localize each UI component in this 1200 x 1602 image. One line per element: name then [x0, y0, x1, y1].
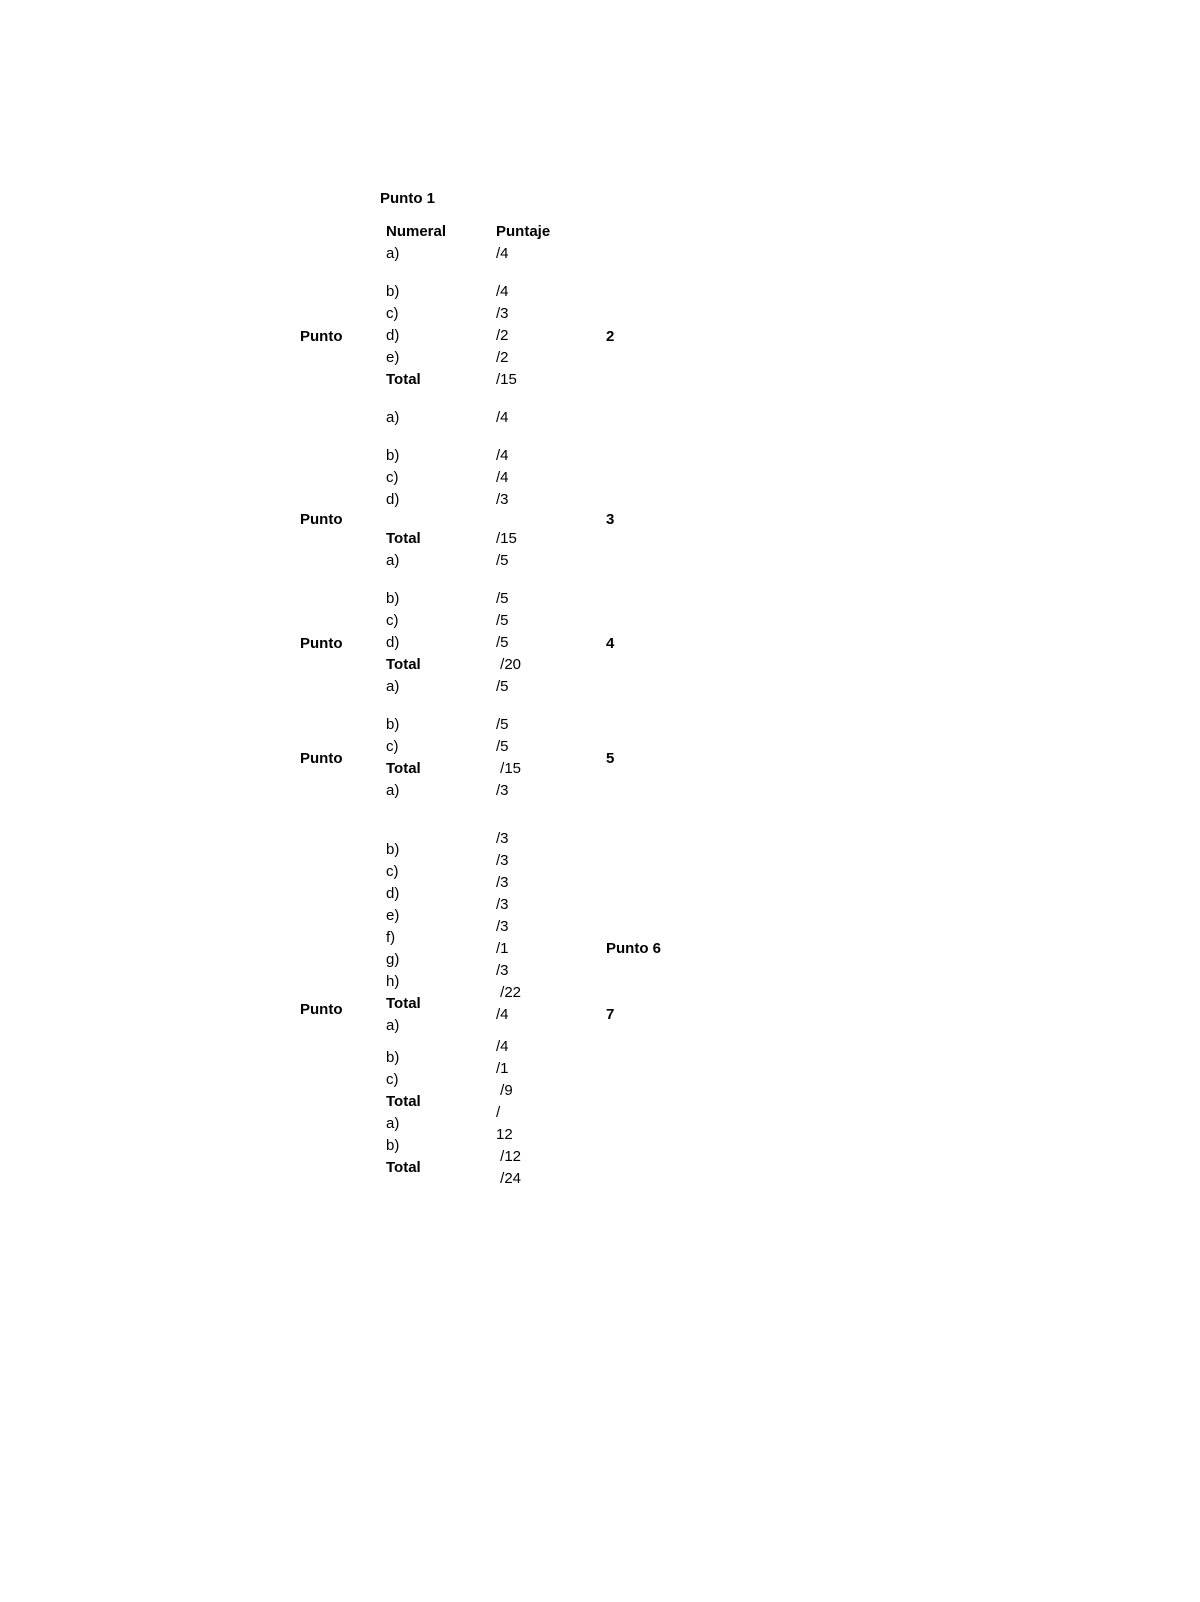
g1-b-punt: /4 — [496, 445, 566, 467]
g4-c2-num: c) — [386, 1069, 496, 1091]
g2-right: 4 — [566, 588, 726, 698]
g4-a2-punt: /4 — [496, 1004, 566, 1026]
g0-c-punt: /3 — [496, 303, 566, 325]
g4-e-punt: /3 — [496, 894, 566, 916]
g1-b-num: b) — [386, 445, 496, 467]
g4-b2-num: b) — [386, 1047, 496, 1069]
g3-b-punt: /5 — [496, 714, 566, 736]
g4-h-num: h) — [386, 971, 496, 993]
g4-b-num: b) — [386, 839, 496, 861]
g3-total-punt: /15 — [496, 758, 566, 780]
g4-g-punt: /1 — [496, 938, 566, 960]
g0-d-num: d) — [386, 325, 496, 347]
g4-b-punt: /3 — [496, 828, 566, 850]
g4-a3-num: a) — [386, 1113, 496, 1135]
g2-b-punt: /5 — [496, 588, 566, 610]
g0-d-punt: /2 — [496, 325, 566, 347]
g1-total-num: Total — [386, 528, 496, 550]
g1-top-num: a) — [386, 407, 496, 429]
g0-e-num: e) — [386, 347, 496, 369]
g1-c-punt: /4 — [496, 467, 566, 489]
g4-total1-punt: /22 — [496, 982, 566, 1004]
g4-e-num: e) — [386, 905, 496, 927]
g3-c-punt: /5 — [496, 736, 566, 758]
g2-a2-num: a) — [386, 676, 496, 698]
g2-d-num: d) — [386, 632, 496, 654]
g3-left: Punto — [300, 714, 386, 802]
g4-total1-num: Total — [386, 993, 496, 1015]
g4-f-num: f) — [386, 927, 496, 949]
g3-total-num: Total — [386, 758, 496, 780]
g4-d-punt: /3 — [496, 872, 566, 894]
g3-a2-punt: /3 — [496, 780, 566, 802]
g4-g-num: g) — [386, 949, 496, 971]
g2-d-punt: /5 — [496, 632, 566, 654]
g4-left: Punto — [300, 828, 386, 1190]
g4-a2-num: a) — [386, 1015, 496, 1037]
g1-a2-punt: /5 — [496, 550, 566, 572]
g2-c-punt: /5 — [496, 610, 566, 632]
g4-total3-punt: /24 — [496, 1168, 566, 1190]
g0-total-num: Total — [386, 369, 496, 391]
g1-d-num: d) — [386, 489, 496, 511]
g2-total-num: Total — [386, 654, 496, 676]
g4-right-punto6: Punto 6 — [606, 938, 726, 960]
header-numeral: Numeral — [386, 221, 496, 243]
g1-d-punt: /3 — [496, 489, 566, 511]
g1-top-punt: /4 — [496, 407, 566, 429]
g4-b2-punt: /4 — [496, 1036, 566, 1058]
g0-b-num: b) — [386, 281, 496, 303]
g1-total-punt: /15 — [496, 528, 566, 550]
g4-total2-punt: /9 — [496, 1080, 566, 1102]
g4-12-punt: 12 — [496, 1124, 566, 1146]
g4-c2-punt: /1 — [496, 1058, 566, 1080]
g0-b-punt: /4 — [496, 281, 566, 303]
g2-left: Punto — [300, 588, 386, 698]
g0-total-punt: /15 — [496, 369, 566, 391]
g3-a2-num: a) — [386, 780, 496, 802]
g3-right: 5 — [566, 714, 726, 802]
g1-c-num: c) — [386, 467, 496, 489]
g4-h-punt: /3 — [496, 960, 566, 982]
g4-c-num: c) — [386, 861, 496, 883]
g4-c-punt: /3 — [496, 850, 566, 872]
g4-b3-num: b) — [386, 1135, 496, 1157]
g3-b-num: b) — [386, 714, 496, 736]
page-title: Punto 1 — [380, 190, 900, 207]
g0-top-punt: /4 — [496, 243, 566, 265]
g1-right: 3 — [566, 511, 726, 528]
g3-c-num: c) — [386, 736, 496, 758]
g0-e-punt: /2 — [496, 347, 566, 369]
g4-a3-punt: / — [496, 1102, 566, 1124]
g4-total2-num: Total — [386, 1091, 496, 1113]
g4-total3-num: Total — [386, 1157, 496, 1179]
g2-c-num: c) — [386, 610, 496, 632]
g2-a2-punt: /5 — [496, 676, 566, 698]
g4-b3-punt: /12 — [496, 1146, 566, 1168]
g2-b-num: b) — [386, 588, 496, 610]
g1-a2-num: a) — [386, 550, 496, 572]
g4-f-punt: /3 — [496, 916, 566, 938]
g0-top-num: a) — [386, 243, 496, 265]
g4-d-num: d) — [386, 883, 496, 905]
g0-c-num: c) — [386, 303, 496, 325]
g4-right-7: 7 — [606, 1004, 726, 1026]
score-table: Numeral a) Puntaje /4 Punto b) c) d) e) … — [300, 221, 726, 1190]
g1-left: Punto — [300, 511, 386, 528]
g0-right: 2 — [566, 281, 726, 391]
g2-total-punt: /20 — [496, 654, 566, 676]
header-puntaje: Puntaje — [496, 221, 566, 243]
g0-left: Punto — [300, 281, 386, 391]
